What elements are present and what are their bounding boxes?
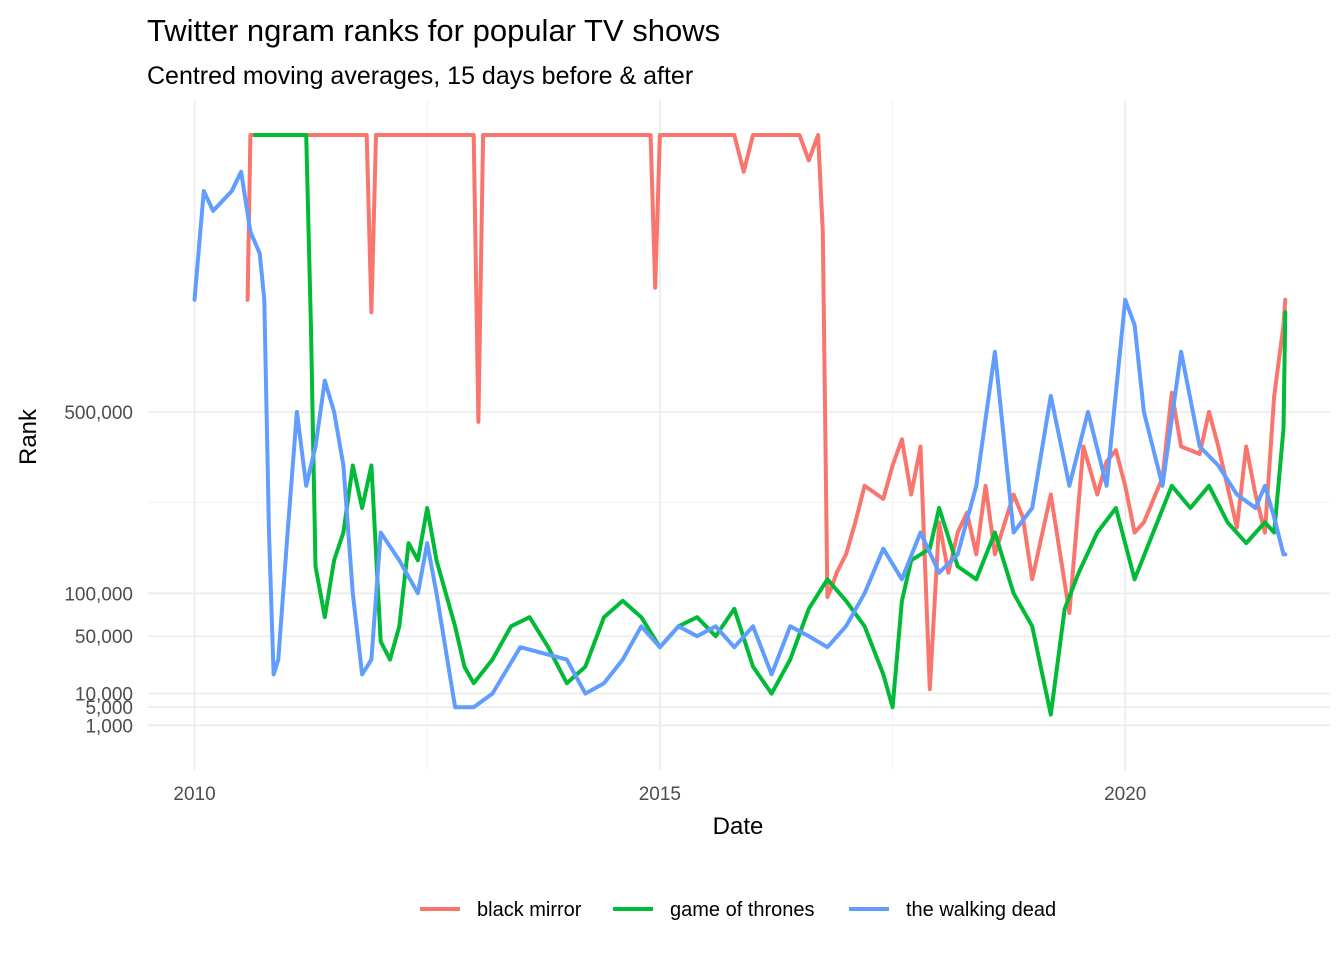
chart-title: Twitter ngram ranks for popular TV shows	[147, 13, 720, 48]
legend: black mirror game of thrones the walking d…	[420, 899, 1056, 921]
plot-grid	[148, 100, 1330, 770]
series-line-1	[245, 133, 1288, 692]
chart-subtitle: Centred moving averages, 15 days before …	[147, 62, 693, 90]
legend-label-2: game of thrones	[670, 899, 815, 921]
y-tick-label: 500,000	[64, 403, 133, 424]
y-tick-label: 1,000	[85, 716, 133, 737]
series-line-2	[253, 133, 1288, 717]
x-axis-ticks: 2010 2015 2020	[173, 784, 1146, 805]
x-tick-label: 2010	[173, 784, 215, 805]
legend-label-1: black mirror	[477, 899, 582, 921]
x-tick-label: 2015	[639, 784, 681, 805]
y-tick-label: 10,000	[75, 685, 133, 706]
x-tick-label: 2020	[1104, 784, 1146, 805]
series-lines	[192, 133, 1288, 717]
y-tick-label: 100,000	[64, 584, 133, 605]
series-line-3	[192, 169, 1288, 710]
y-axis-title: Rank	[15, 408, 42, 465]
y-tick-label: 50,000	[75, 627, 133, 648]
legend-label-3: the walking dead	[906, 899, 1056, 921]
y-tick-label: 5,000	[85, 698, 133, 719]
x-axis-title: Date	[713, 813, 764, 840]
